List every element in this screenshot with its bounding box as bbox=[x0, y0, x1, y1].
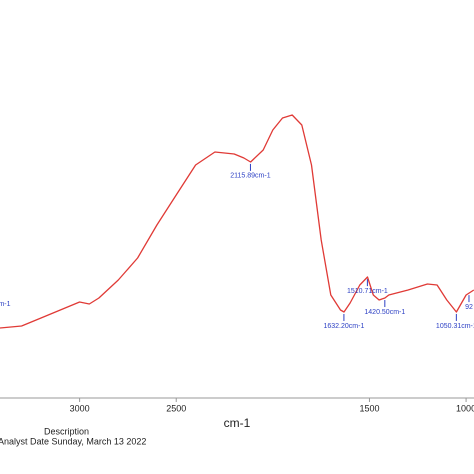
spectrum-line bbox=[0, 114, 474, 329]
x-tick-label: 1000 bbox=[456, 403, 474, 413]
x-tick-label: 1500 bbox=[359, 403, 379, 413]
x-axis-label: cm-1 bbox=[224, 416, 251, 430]
peak-label: 1420.50cm-1 bbox=[364, 309, 405, 316]
peak-label: 18cm-1 bbox=[0, 301, 11, 308]
footer-text: Description bbox=[44, 426, 89, 436]
peak-label: 2115.89cm-1 bbox=[230, 173, 270, 180]
x-tick-label: 3000 bbox=[70, 403, 90, 413]
peak-label: 1510.71cm-1 bbox=[347, 288, 388, 295]
peak-label: 1632.20cm-1 bbox=[323, 323, 364, 330]
x-tick-label: 2500 bbox=[166, 403, 186, 413]
peak-label: 92 bbox=[465, 304, 473, 311]
footer-text: Analyst Date Sunday, March 13 2022 bbox=[0, 436, 146, 446]
peak-label: 1050.31cm-1 bbox=[436, 323, 474, 330]
